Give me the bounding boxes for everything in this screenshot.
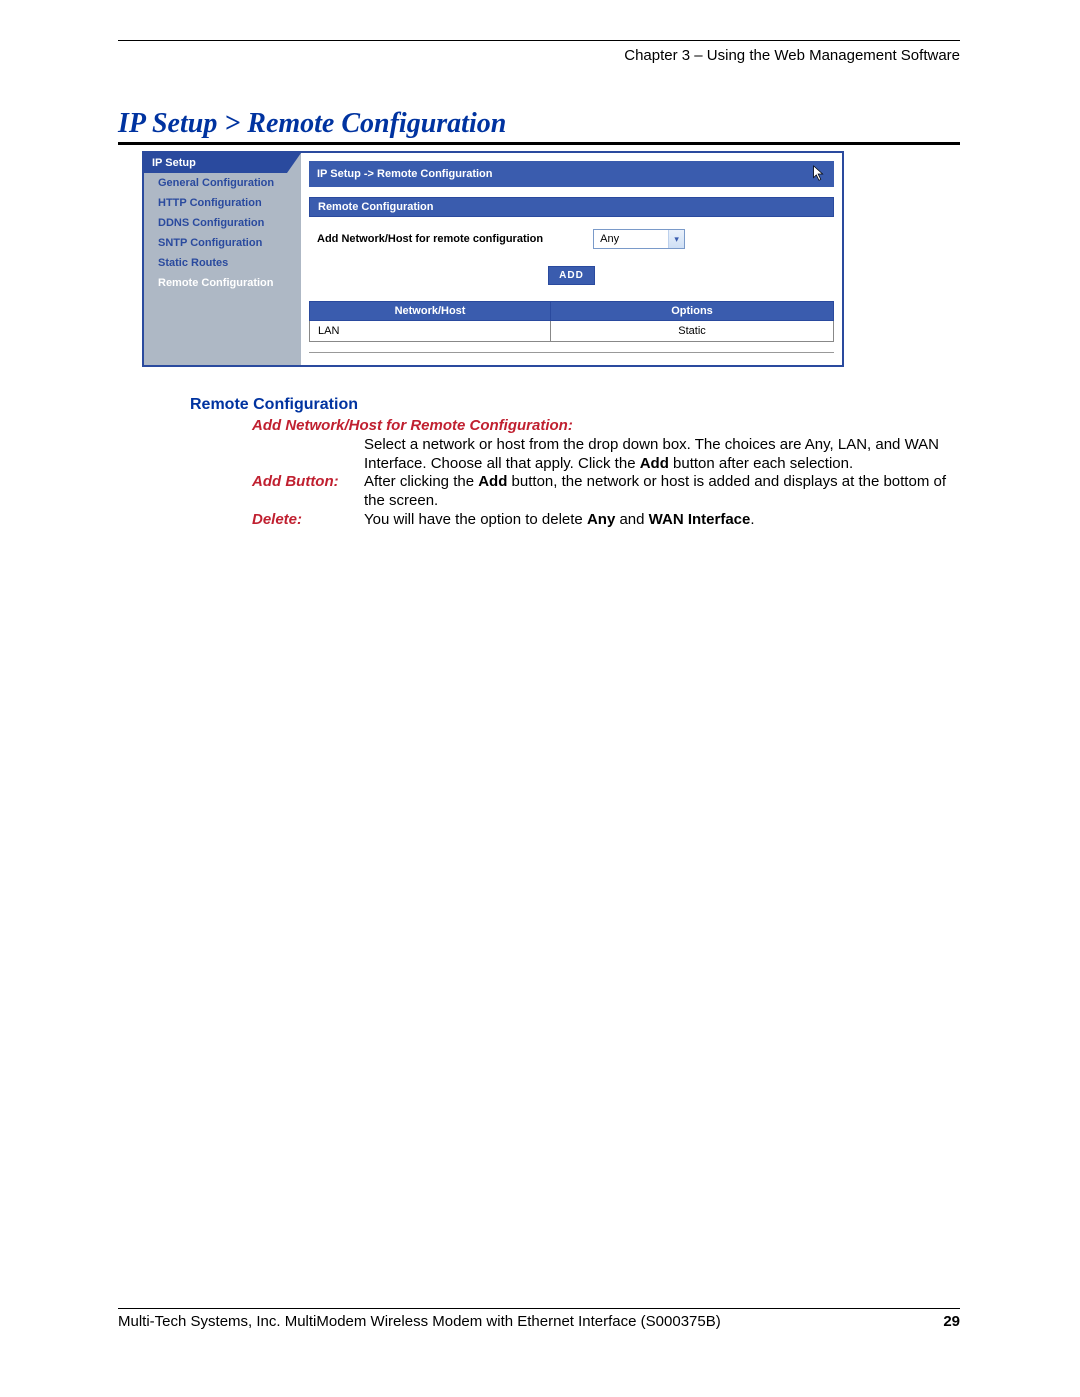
sidebar-item-general[interactable]: General Configuration — [144, 173, 301, 193]
sidebar-item-ddns[interactable]: DDNS Configuration — [144, 213, 301, 233]
form-row: Add Network/Host for remote configuratio… — [309, 217, 834, 265]
add-button[interactable]: ADD — [548, 266, 595, 285]
sidebar: IP Setup General Configuration HTTP Conf… — [144, 153, 301, 365]
desc-add-text: After clicking the Add button, the netwo… — [364, 473, 960, 511]
content-area: IP Setup -> Remote Configuration Remote … — [301, 153, 842, 365]
chevron-down-icon: ▾ — [668, 230, 684, 248]
sidebar-item-remote-config[interactable]: Remote Configuration — [144, 273, 301, 293]
page-title: IP Setup > Remote Configuration — [118, 108, 960, 142]
table-row: LAN Static — [310, 321, 834, 342]
desc-add-label: Add Button: — [252, 473, 364, 511]
cursor-icon — [812, 165, 826, 183]
desc-delete-text: You will have the option to delete Any a… — [364, 511, 960, 530]
network-host-table: Network/Host Options LAN Static — [309, 301, 834, 342]
sidebar-header: IP Setup — [144, 153, 301, 173]
desc-heading: Remote Configuration — [190, 395, 960, 415]
ui-screenshot-panel: IP Setup General Configuration HTTP Conf… — [142, 151, 844, 367]
field-label: Add Network/Host for remote configuratio… — [317, 233, 543, 245]
breadcrumb-text: IP Setup -> Remote Configuration — [317, 168, 493, 180]
section-bar: Remote Configuration — [309, 197, 834, 217]
desc-delete-label: Delete: — [252, 511, 364, 530]
header-rule — [118, 40, 960, 41]
description-block: Remote Configuration Add Network/Host fo… — [190, 395, 960, 530]
desc-subtext: Select a network or host from the drop d… — [364, 436, 960, 474]
desc-delete-row: Delete: You will have the option to dele… — [252, 511, 960, 530]
separator — [309, 352, 834, 353]
th-options: Options — [551, 302, 834, 321]
footer-text: Multi-Tech Systems, Inc. MultiModem Wire… — [118, 1313, 721, 1330]
select-value: Any — [594, 233, 668, 245]
header-chapter: Chapter 3 – Using the Web Management Sof… — [118, 43, 960, 108]
cell-network-host: LAN — [310, 321, 551, 342]
sidebar-item-sntp[interactable]: SNTP Configuration — [144, 233, 301, 253]
breadcrumb-bar: IP Setup -> Remote Configuration — [309, 161, 834, 187]
network-host-select[interactable]: Any ▾ — [593, 229, 685, 249]
cell-options: Static — [551, 321, 834, 342]
footer-page: 29 — [943, 1313, 960, 1330]
title-underline — [118, 142, 960, 145]
sidebar-item-static-routes[interactable]: Static Routes — [144, 253, 301, 273]
desc-add-row: Add Button: After clicking the Add butto… — [252, 473, 960, 511]
desc-subheading: Add Network/Host for Remote Configuratio… — [252, 417, 960, 436]
footer-rule — [118, 1308, 960, 1309]
th-network-host: Network/Host — [310, 302, 551, 321]
sidebar-item-http[interactable]: HTTP Configuration — [144, 193, 301, 213]
footer: Multi-Tech Systems, Inc. MultiModem Wire… — [118, 1308, 960, 1330]
add-row: ADD — [309, 265, 834, 295]
